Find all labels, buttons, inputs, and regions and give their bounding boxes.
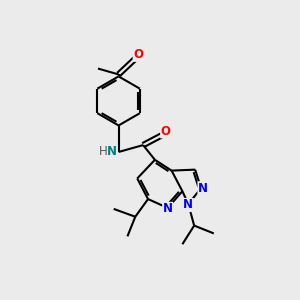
Text: N: N (163, 202, 173, 215)
Text: N: N (107, 146, 117, 158)
Text: N: N (183, 199, 193, 212)
Text: H: H (98, 146, 107, 158)
Text: O: O (133, 48, 143, 61)
Text: O: O (161, 125, 171, 138)
Text: N: N (198, 182, 208, 195)
